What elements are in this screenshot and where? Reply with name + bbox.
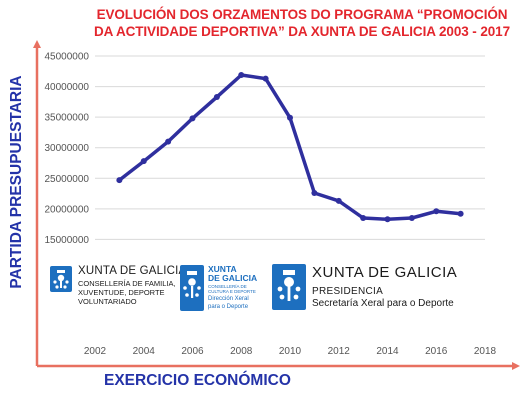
data-point <box>457 210 464 217</box>
chart-title: EVOLUCIÓN DOS ORZAMENTOS DO PROGRAMA “PR… <box>92 6 512 40</box>
xunta-shield-icon <box>272 264 306 310</box>
y-tick-label: 25000000 <box>45 174 90 185</box>
y-tick-labels: 15000000 20000000 25000000 30000000 35000000… <box>45 52 90 246</box>
x-tick-label: 2006 <box>181 346 204 357</box>
xunta-shield-icon <box>50 266 72 292</box>
logo3-name: XUNTA DE GALICIA <box>312 264 458 281</box>
data-point <box>408 215 415 222</box>
data-point <box>360 215 367 222</box>
x-tick-label: 2002 <box>84 346 107 357</box>
y-tick-label: 35000000 <box>45 113 90 124</box>
data-point <box>335 197 342 204</box>
data-point <box>311 189 318 196</box>
x-tick-label: 2018 <box>474 346 497 357</box>
series-points <box>116 71 464 223</box>
chart-title-line-1: EVOLUCIÓN DOS ORZAMENTOS DO PROGRAMA “PR… <box>96 7 508 22</box>
grid-lines <box>95 55 485 240</box>
x-tick-label: 2012 <box>328 346 351 357</box>
logo2-name-2: DE GALICIA <box>208 273 258 283</box>
x-tick-labels: 2002 2004 2006 2008 2010 2012 2014 2016 2018 <box>84 346 497 357</box>
data-point <box>189 115 196 122</box>
x-tick-label: 2014 <box>376 346 399 357</box>
data-point <box>140 158 147 165</box>
y-tick-label: 45000000 <box>45 52 90 63</box>
logo1-sub-1: CONSELLERÍA DE FAMILIA, <box>78 279 176 288</box>
logo1-name: XUNTA DE GALICIA <box>78 265 187 277</box>
data-point <box>238 71 245 78</box>
logo2-name-1: XUNTA <box>208 264 237 274</box>
data-point <box>384 216 391 223</box>
logo2-sub2-2: para o Deporte <box>208 304 249 310</box>
x-tick-label: 2008 <box>230 346 253 357</box>
x-tick-label: 2004 <box>133 346 156 357</box>
y-tick-label: 30000000 <box>45 143 90 154</box>
logo2-sub1-2: CULTURA E DEPORTE <box>208 289 256 294</box>
data-point <box>165 138 172 145</box>
logo2-sub2-1: Dirección Xeral <box>208 296 249 302</box>
data-point <box>213 93 220 100</box>
logo3-sub-1: PRESIDENCIA <box>312 286 384 297</box>
logo1-sub-2: XUVENTUDE, DEPORTE <box>78 288 165 297</box>
data-point <box>116 177 123 184</box>
logo-conselleria-cultura: XUNTA DE GALICIA CONSELLERÍA DE CULTURA … <box>180 263 262 315</box>
series-line <box>118 73 461 222</box>
y-tick-label: 40000000 <box>45 82 90 93</box>
logo-presidencia: XUNTA DE GALICIA PRESIDENCIA Secretaría … <box>272 262 482 314</box>
data-point <box>433 208 440 215</box>
x-tick-label: 2010 <box>279 346 302 357</box>
data-point <box>287 114 293 121</box>
data-point <box>262 75 269 82</box>
y-tick-label: 20000000 <box>45 204 90 215</box>
logo-conselleria-familia: XUNTA DE GALICIA CONSELLERÍA DE FAMILIA,… <box>50 264 186 310</box>
x-axis-label: EXERCICIO ECONÓMICO <box>104 372 291 389</box>
logo1-sub-3: VOLUNTARIADO <box>78 297 137 306</box>
chart-title-line-2: DA ACTIVIDADE DEPORTIVA” DA XUNTA DE GAL… <box>94 24 510 39</box>
logo2-sub1-1: CONSELLERÍA DE <box>208 284 247 289</box>
x-tick-label: 2016 <box>425 346 448 357</box>
y-tick-label: 15000000 <box>45 235 90 246</box>
logo3-sub-2: Secretaría Xeral para o Deporte <box>312 298 454 309</box>
xunta-shield-icon <box>180 265 204 311</box>
